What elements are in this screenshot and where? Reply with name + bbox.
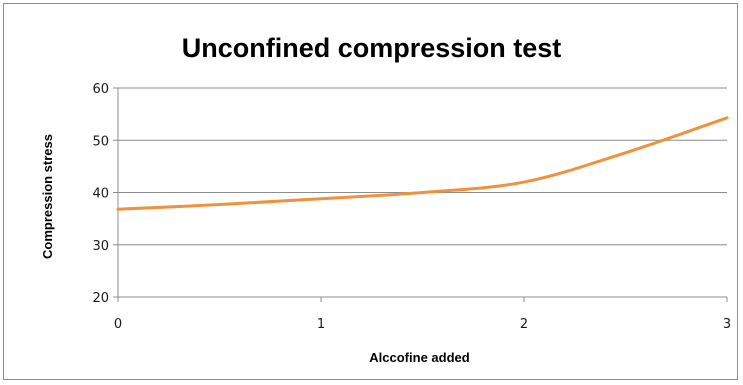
gridlines (118, 87, 727, 246)
y-axis-label: Compression stress (40, 134, 55, 259)
x-tick-label-0: 0 (114, 317, 122, 332)
x-tick-label-1: 1 (317, 317, 325, 332)
y-tick-label-60: 60 (92, 82, 109, 97)
y-tick-label-30: 30 (92, 239, 109, 254)
x-axis-label: Alccofine added (369, 350, 469, 365)
y-tick-label-40: 40 (92, 187, 109, 202)
x-tick-labels: 0 1 2 3 (114, 317, 731, 332)
series-group (116, 116, 729, 211)
y-tick-label-20: 20 (92, 291, 109, 306)
chart-frame (3, 3, 738, 380)
y-tick-labels: 20 30 40 50 60 (92, 82, 109, 306)
axes (113, 87, 728, 302)
x-tick-label-2: 2 (520, 317, 528, 332)
x-tick-label-3: 3 (723, 317, 731, 332)
y-tick-label-50: 50 (92, 134, 109, 149)
series-line-0 (116, 116, 729, 211)
chart-title: Unconfined compression test (181, 33, 562, 63)
